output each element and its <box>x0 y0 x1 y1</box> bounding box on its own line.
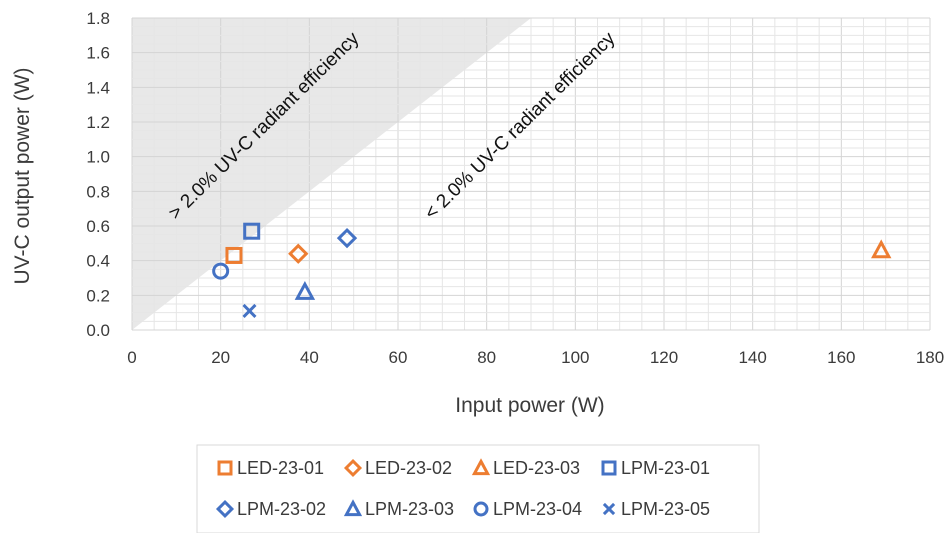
legend-label: LED-23-02 <box>365 458 452 478</box>
legend-label: LPM-23-04 <box>493 499 582 519</box>
x-tick-label: 160 <box>827 348 855 367</box>
legend-item-lpm-23-04: LPM-23-04 <box>473 499 582 519</box>
legend-item-led-23-03: LED-23-03 <box>471 458 580 478</box>
x-tick-label: 80 <box>477 348 496 367</box>
legend-marker <box>471 458 491 476</box>
x-stroke <box>242 303 257 318</box>
x-tick-label: 140 <box>738 348 766 367</box>
y-tick-label: 0.6 <box>86 217 110 236</box>
legend: LED-23-01 LED-23-02 LED-23-03 LPM-23-01 LPM-… <box>215 458 710 519</box>
x-axis-title: Input power (W) <box>455 394 604 417</box>
legend-marker <box>602 502 616 516</box>
x-tick-label: 0 <box>127 348 136 367</box>
legend-label: LPM-23-03 <box>365 499 454 519</box>
x-tick-label: 40 <box>300 348 319 367</box>
legend-item-led-23-01: LED-23-01 <box>217 458 324 478</box>
legend-label: LPM-23-01 <box>621 458 710 478</box>
x-tick-label: 60 <box>389 348 408 367</box>
legend-label: LED-23-01 <box>237 458 324 478</box>
x-stroke <box>602 502 616 516</box>
x-axis-ticks: 0 20 40 60 80 100 120 140 160 180 <box>127 348 944 367</box>
y-tick-label: 1.0 <box>86 148 110 167</box>
gridlines <box>131 17 931 331</box>
legend-marker <box>473 501 489 517</box>
legend-item-led-23-02: LED-23-02 <box>343 458 452 478</box>
data-point-lpm-23-03 <box>294 281 316 300</box>
y-axis-title: UV-C output power (W) <box>11 67 34 284</box>
y-tick-label: 0.2 <box>86 286 110 305</box>
y-tick-label: 0.0 <box>86 321 110 340</box>
y-tick-label: 1.4 <box>86 78 110 97</box>
y-tick-label: 0.4 <box>86 252 110 271</box>
x-tick-label: 120 <box>650 348 678 367</box>
legend-item-lpm-23-02: LPM-23-02 <box>215 499 326 519</box>
legend-box <box>196 444 760 533</box>
x-tick-label: 20 <box>211 348 230 367</box>
legend-item-lpm-23-05: LPM-23-05 <box>602 499 710 519</box>
legend-label: LED-23-03 <box>493 458 580 478</box>
data-point-lpm-23-02 <box>336 227 358 249</box>
data-point-lpm-23-04 <box>212 262 230 280</box>
legend-item-lpm-23-03: LPM-23-03 <box>343 499 454 519</box>
data-points <box>212 222 892 318</box>
legend-label: LPM-23-05 <box>621 499 710 519</box>
legend-marker <box>343 458 363 478</box>
legend-marker <box>217 460 233 476</box>
legend-item-lpm-23-01: LPM-23-01 <box>601 458 710 478</box>
y-tick-label: 1.2 <box>86 113 110 132</box>
data-point-led-23-01 <box>225 246 243 264</box>
y-tick-label: 0.8 <box>86 182 110 201</box>
x-tick-label: 180 <box>916 348 944 367</box>
data-point-lpm-23-01 <box>243 222 261 240</box>
x-tick-label: 100 <box>561 348 589 367</box>
legend-marker <box>601 460 617 476</box>
y-axis-ticks: 0.0 0.2 0.4 0.6 0.8 1.0 1.2 1.4 1.6 1.8 <box>86 9 110 340</box>
y-tick-label: 1.6 <box>86 44 110 63</box>
data-point-led-23-02 <box>288 243 309 264</box>
legend-marker <box>215 499 235 519</box>
legend-label: LPM-23-02 <box>237 499 326 519</box>
data-point-led-23-03 <box>871 239 892 259</box>
y-tick-label: 1.8 <box>86 9 110 28</box>
data-point-lpm-23-05 <box>242 303 257 318</box>
legend-marker <box>343 499 363 517</box>
